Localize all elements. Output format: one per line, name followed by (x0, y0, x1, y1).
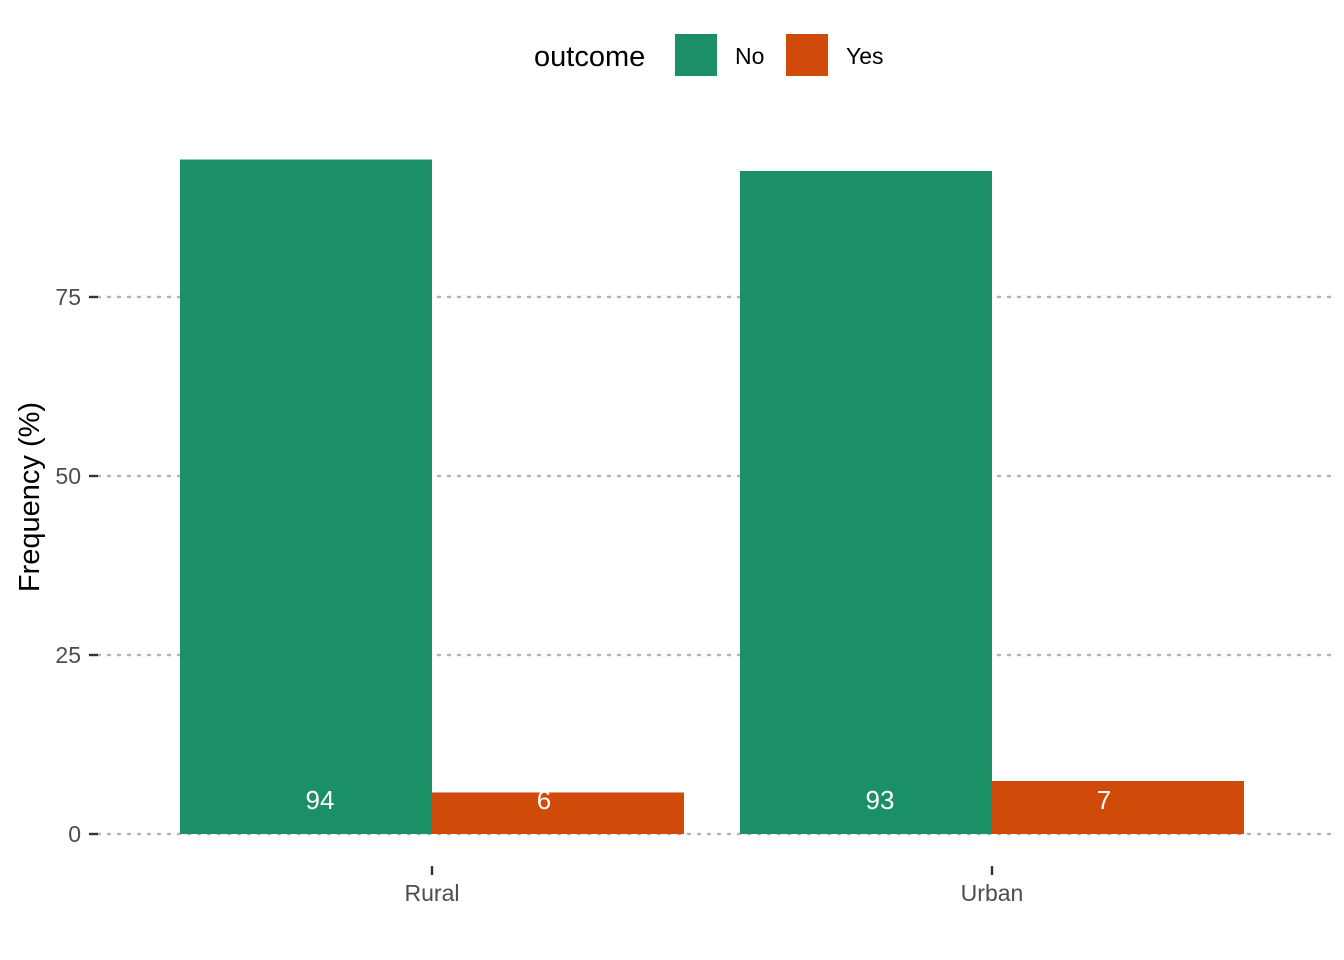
y-tick-label-0: 0 (68, 821, 81, 847)
bar-urban-yes (992, 781, 1244, 834)
legend-label-no: No (735, 43, 764, 69)
x-axis: Rural Urban (405, 866, 1024, 906)
data-label-urban-no: 93 (866, 785, 895, 815)
bars (180, 159, 1244, 834)
x-tick-label-urban: Urban (961, 880, 1024, 906)
legend-swatch-no (675, 34, 717, 76)
data-label-rural-no: 94 (306, 785, 335, 815)
y-tick-label-25: 25 (55, 642, 81, 668)
legend: outcome No Yes (534, 34, 884, 76)
data-label-urban-yes: 7 (1097, 785, 1111, 815)
y-tick-label-75: 75 (55, 284, 81, 310)
legend-swatch-yes (786, 34, 828, 76)
y-axis: 0 25 50 75 (55, 284, 98, 847)
legend-title: outcome (534, 41, 645, 73)
x-tick-label-rural: Rural (405, 880, 460, 906)
y-axis-title: Frequency (%) (14, 402, 46, 592)
bar-rural-yes (432, 792, 684, 834)
legend-label-yes: Yes (846, 43, 884, 69)
data-label-rural-yes: 6 (537, 785, 551, 815)
bar-rural-no (180, 159, 432, 834)
y-tick-label-50: 50 (55, 463, 81, 489)
data-labels: 94 6 93 7 (306, 785, 1112, 815)
bar-urban-no (740, 170, 992, 834)
